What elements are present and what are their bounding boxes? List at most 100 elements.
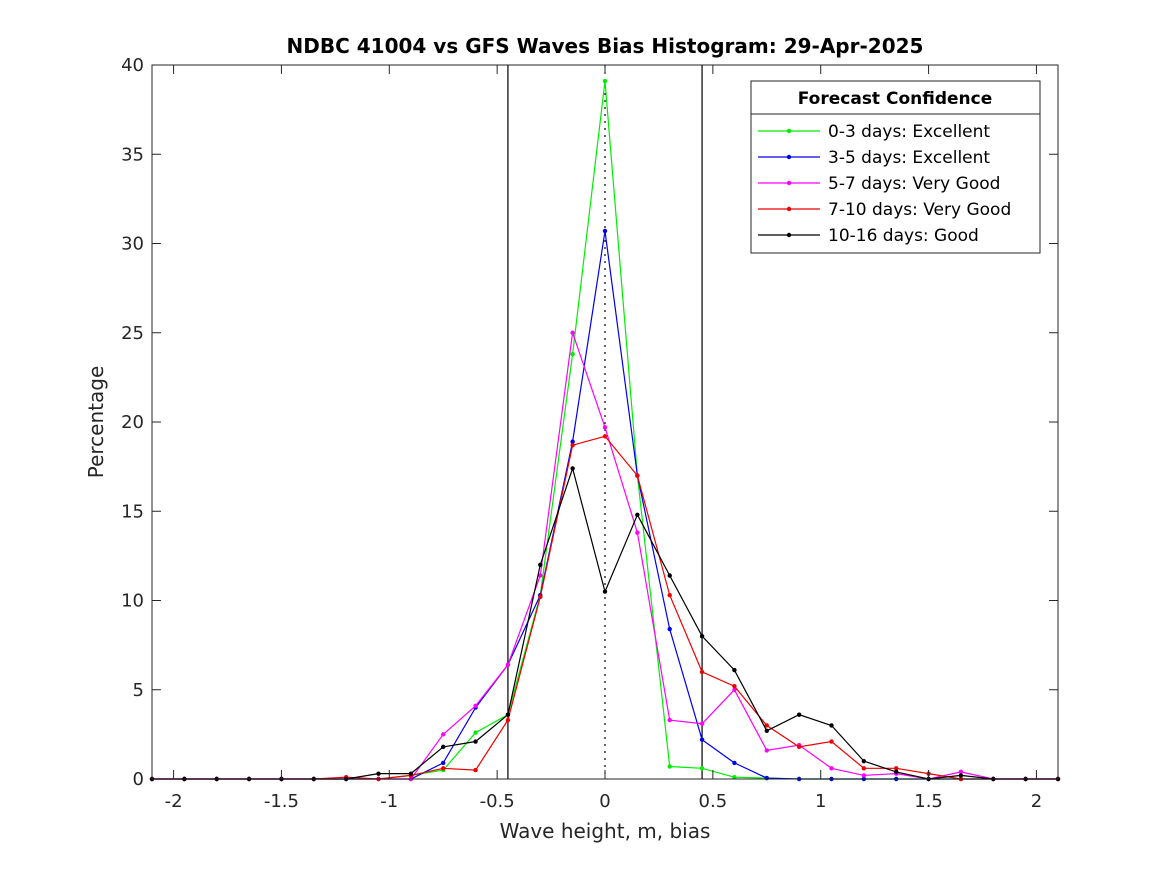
x-tick-label: 1 bbox=[815, 791, 826, 812]
data-point bbox=[570, 351, 575, 357]
reference-lines bbox=[507, 65, 703, 779]
data-point bbox=[732, 775, 737, 780]
data-point bbox=[796, 712, 802, 717]
data-point bbox=[699, 721, 705, 726]
data-point bbox=[667, 764, 672, 769]
legend-entry: 0-3 days: Excellent bbox=[758, 122, 990, 142]
data-point bbox=[441, 766, 446, 771]
data-point bbox=[505, 717, 511, 723]
x-tick-label: -2 bbox=[165, 791, 183, 812]
data-point bbox=[667, 626, 672, 632]
data-point bbox=[667, 592, 672, 598]
data-point bbox=[861, 758, 867, 764]
data-point bbox=[635, 473, 640, 478]
data-point bbox=[732, 683, 737, 689]
legend-swatch-marker bbox=[786, 206, 792, 212]
y-tick-label: 15 bbox=[121, 501, 144, 522]
data-point bbox=[538, 573, 543, 578]
x-tick-label: 1.5 bbox=[914, 791, 943, 812]
data-point bbox=[473, 703, 478, 709]
legend-box bbox=[750, 80, 1041, 254]
y-tick-label: 10 bbox=[121, 591, 144, 612]
y-tick-label: 0 bbox=[133, 769, 144, 790]
y-tick-label: 5 bbox=[133, 680, 144, 701]
data-point bbox=[602, 425, 608, 430]
data-point bbox=[602, 228, 608, 234]
data-point bbox=[473, 730, 478, 735]
data-point bbox=[441, 760, 446, 766]
y-axis-title: Percentage bbox=[84, 366, 108, 479]
legend-entry: 5-7 days: Very Good bbox=[758, 174, 1000, 194]
legend-title: Forecast Confidence bbox=[798, 89, 993, 109]
legend-entry: 7-10 days: Very Good bbox=[758, 200, 1011, 220]
data-point bbox=[570, 443, 575, 448]
legend: Forecast Confidence 0-3 days: Excellent 3… bbox=[750, 80, 1041, 254]
data-point bbox=[635, 512, 640, 518]
data-point bbox=[829, 766, 834, 771]
legend-label: 10-16 days: Good bbox=[828, 226, 979, 246]
data-point bbox=[764, 775, 769, 781]
data-point bbox=[602, 78, 608, 84]
data-point bbox=[829, 739, 834, 744]
x-tick-label: -0.5 bbox=[480, 791, 515, 812]
data-point bbox=[667, 573, 672, 578]
data-point bbox=[796, 744, 802, 750]
data-point bbox=[635, 530, 640, 535]
legend-swatch-marker bbox=[786, 180, 792, 186]
data-point bbox=[473, 739, 478, 744]
data-point bbox=[861, 766, 867, 771]
x-axis-title: Wave height, m, bias bbox=[500, 819, 711, 843]
x-tick-label: 2 bbox=[1031, 791, 1042, 812]
data-point bbox=[894, 766, 899, 771]
data-point bbox=[732, 687, 737, 692]
legend-label: 0-3 days: Excellent bbox=[828, 122, 990, 142]
y-tick-label: 30 bbox=[121, 234, 144, 255]
data-point bbox=[699, 737, 705, 742]
data-point bbox=[602, 434, 608, 439]
data-point bbox=[699, 669, 705, 675]
data-point bbox=[829, 723, 834, 728]
data-point bbox=[473, 767, 478, 773]
data-point bbox=[667, 717, 672, 723]
data-point bbox=[441, 744, 446, 750]
data-point bbox=[602, 589, 608, 594]
legend-entry: 3-5 days: Excellent bbox=[758, 148, 990, 168]
legend-entry: 10-16 days: Good bbox=[758, 226, 979, 246]
data-point bbox=[570, 439, 575, 444]
x-tick-label: 0 bbox=[599, 791, 610, 812]
y-tick-label: 25 bbox=[121, 323, 144, 344]
chart-title: NDBC 41004 vs GFS Waves Bias Histogram: … bbox=[287, 34, 924, 58]
y-tick-label: 35 bbox=[121, 144, 144, 165]
legend-label: 3-5 days: Excellent bbox=[828, 148, 990, 168]
data-point bbox=[376, 771, 381, 776]
x-tick-label: -1.5 bbox=[264, 791, 299, 812]
legend-swatch-marker bbox=[786, 128, 792, 134]
legend-label: 5-7 days: Very Good bbox=[828, 174, 1000, 194]
data-point bbox=[861, 773, 867, 778]
y-tick-label: 40 bbox=[121, 55, 144, 76]
data-point bbox=[505, 712, 511, 717]
x-tick-label: 0.5 bbox=[699, 791, 728, 812]
y-tick-label: 20 bbox=[121, 412, 144, 433]
data-point bbox=[505, 662, 511, 667]
x-tick-label: -1 bbox=[380, 791, 398, 812]
data-point bbox=[764, 728, 769, 734]
legend-label: 7-10 days: Very Good bbox=[828, 200, 1011, 220]
data-point bbox=[699, 766, 705, 771]
data-point bbox=[958, 773, 964, 778]
data-point bbox=[538, 594, 543, 600]
legend-swatch-marker bbox=[786, 232, 792, 238]
data-point bbox=[538, 562, 543, 567]
data-point bbox=[699, 634, 705, 639]
data-point bbox=[441, 732, 446, 737]
data-point bbox=[408, 771, 414, 776]
data-point bbox=[958, 769, 964, 775]
data-point bbox=[894, 769, 899, 775]
data-point bbox=[732, 667, 737, 673]
data-point bbox=[764, 748, 769, 753]
data-point bbox=[732, 760, 737, 766]
data-point bbox=[570, 466, 575, 471]
data-point bbox=[764, 723, 769, 728]
